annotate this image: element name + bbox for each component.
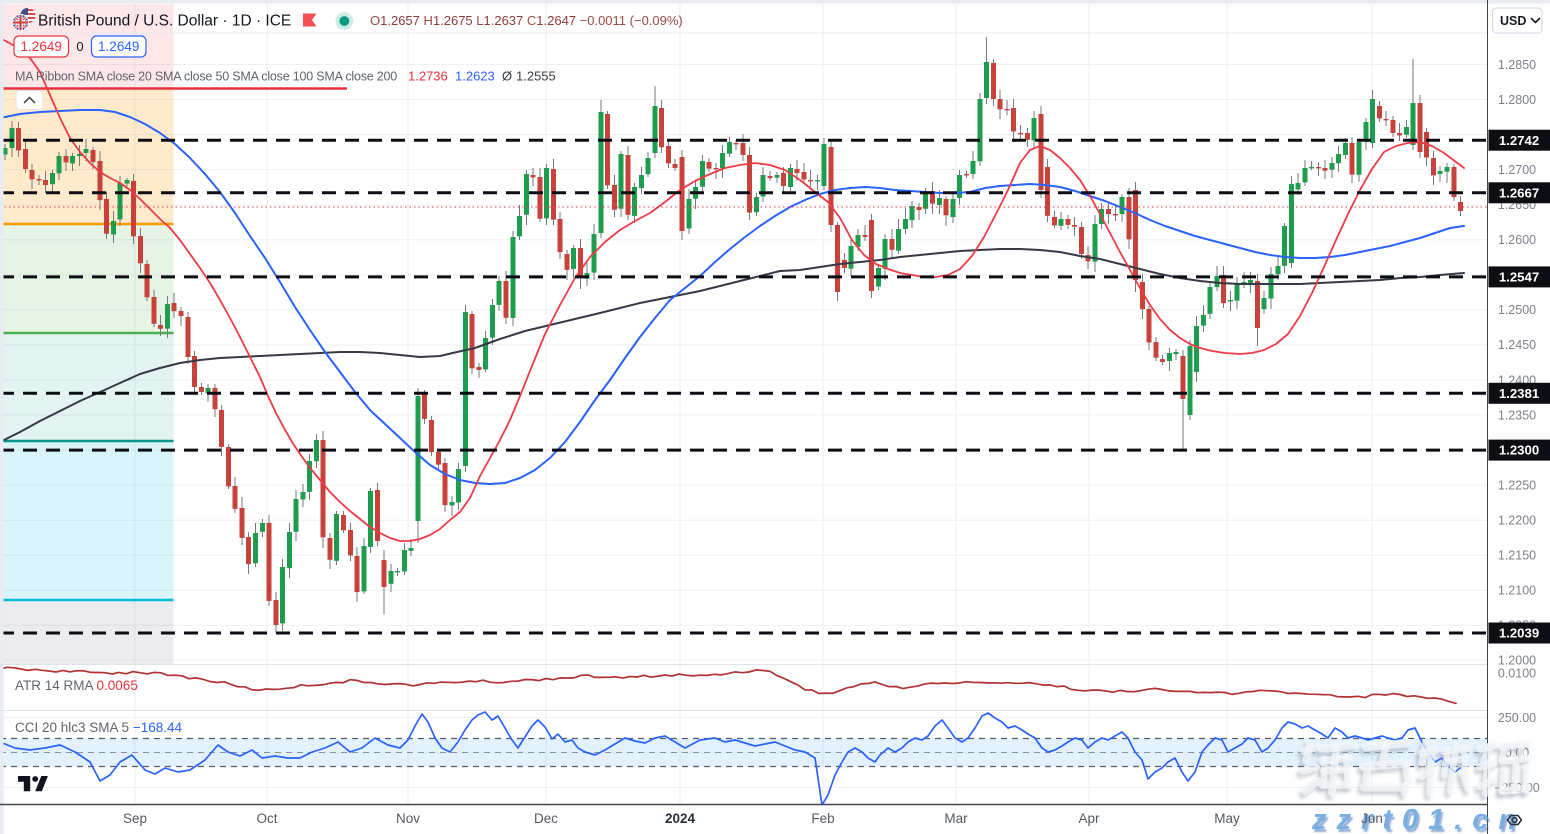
svg-text:Ø: Ø [502,69,512,84]
svg-text:Mar: Mar [944,811,968,826]
svg-text:1.2649: 1.2649 [21,39,62,54]
svg-text:Jun: Jun [1361,811,1383,826]
svg-text:250.00: 250.00 [1498,711,1536,725]
svg-text:0: 0 [76,39,83,54]
svg-text:CCI 20 hlc3 SMA 5 −168.44: CCI 20 hlc3 SMA 5 −168.44 [15,720,182,735]
svg-text:2024: 2024 [665,811,696,826]
svg-text:1.2742: 1.2742 [1499,133,1539,148]
svg-text:Sep: Sep [123,811,147,826]
svg-text:1.2649: 1.2649 [98,39,139,54]
svg-text:1.2500: 1.2500 [1498,303,1536,317]
svg-text:1.2000: 1.2000 [1498,654,1536,668]
svg-text:1.2381: 1.2381 [1499,386,1539,401]
svg-text:1.2623: 1.2623 [455,69,495,84]
svg-text:1.2300: 1.2300 [1499,443,1539,458]
svg-text:Dec: Dec [534,811,558,826]
svg-text:1.2450: 1.2450 [1498,338,1536,352]
svg-text:MA Ribbon SMA close 20 SMA clo: MA Ribbon SMA close 20 SMA close 50 SMA … [15,70,397,84]
svg-text:Oct: Oct [256,811,277,826]
svg-text:ATR 14 RMA 0.0065: ATR 14 RMA 0.0065 [15,678,138,693]
svg-text:Feb: Feb [811,811,834,826]
svg-text:Nov: Nov [396,811,420,826]
svg-text:O1.2657 H1.2675 L1.2637 C1.: O1.2657 H1.2675 L1.2637 C1.2647 −0.0011 … [370,13,683,28]
svg-text:1.2250: 1.2250 [1498,478,1536,492]
svg-text:1.2150: 1.2150 [1498,549,1536,563]
svg-text:Apr: Apr [1078,811,1100,826]
svg-text:0.0100: 0.0100 [1498,666,1536,680]
svg-text:1.2736: 1.2736 [408,69,448,84]
svg-text:USD: USD [1500,14,1526,28]
svg-text:zzrt01.cn: zzrt01.cn [1311,804,1526,834]
svg-text:1.2350: 1.2350 [1498,408,1536,422]
svg-text:1.2555: 1.2555 [516,69,556,84]
svg-text:1.2100: 1.2100 [1498,584,1536,598]
svg-text:1.2667: 1.2667 [1499,185,1539,200]
svg-text:1.2800: 1.2800 [1498,93,1536,107]
svg-text:1.2600: 1.2600 [1498,233,1536,247]
svg-text:1.2039: 1.2039 [1499,626,1539,641]
svg-text:1.2547: 1.2547 [1499,270,1539,285]
svg-text:1.2850: 1.2850 [1498,58,1536,72]
svg-text:1.2700: 1.2700 [1498,163,1536,177]
svg-text:British Pound / U.S. Dollar ·: British Pound / U.S. Dollar · 1D · ICE [38,13,291,30]
svg-text:1.2200: 1.2200 [1498,514,1536,528]
svg-text:May: May [1214,811,1240,826]
